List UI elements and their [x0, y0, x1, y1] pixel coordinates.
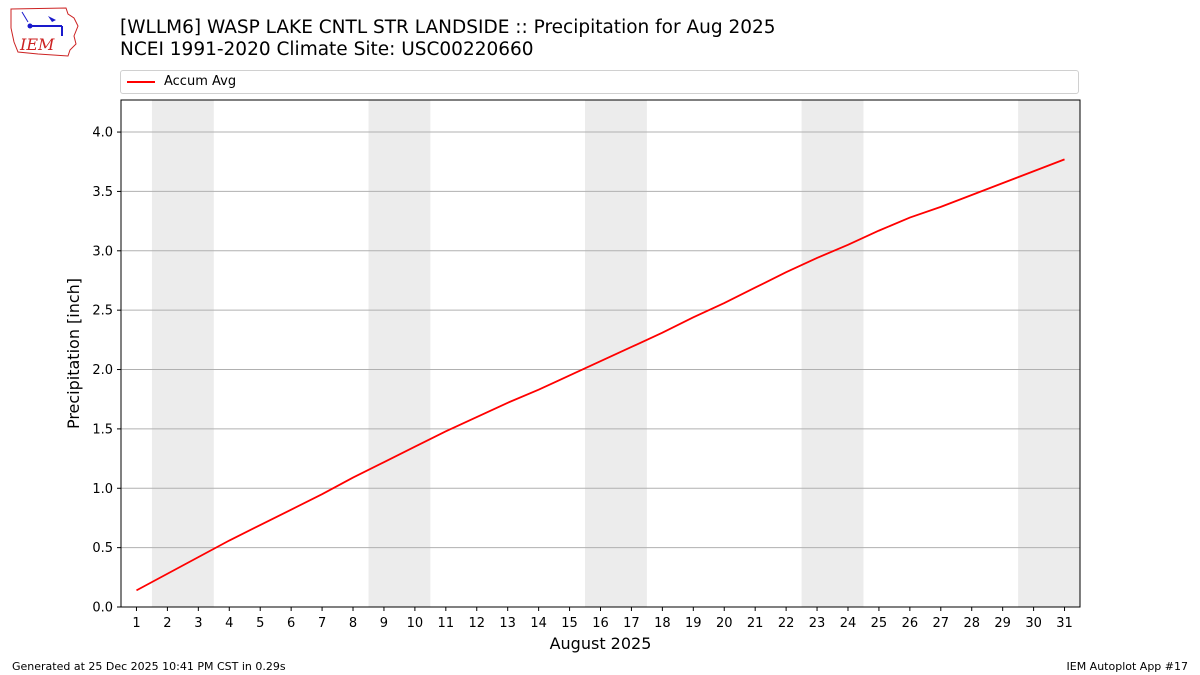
data-point-day-12 — [476, 416, 478, 418]
data-point-day-18 — [661, 332, 663, 334]
weekend-band-1 — [151, 100, 214, 607]
data-point-day-6 — [290, 509, 292, 511]
x-tick-label: 16 — [592, 616, 609, 631]
x-tick-label: 6 — [287, 616, 295, 631]
chart-legend: Accum Avg — [120, 70, 1079, 94]
x-tick-label: 25 — [871, 616, 888, 631]
data-point-day-7 — [321, 493, 323, 495]
weekend-band-2 — [368, 100, 431, 607]
x-tick-label: 8 — [349, 616, 357, 631]
series-line-accum-avg — [136, 158, 1065, 592]
data-point-day-16 — [600, 360, 602, 362]
data-point-day-11 — [445, 430, 447, 432]
x-tick-label: 11 — [438, 616, 455, 631]
data-point-day-30 — [1033, 170, 1035, 172]
weekend-band-4 — [801, 100, 864, 607]
x-tick-label: 22 — [778, 616, 795, 631]
data-point-day-31 — [1064, 158, 1066, 160]
data-point-day-23 — [816, 257, 818, 259]
legend-label: Accum Avg — [164, 74, 237, 89]
x-tick-label: 2 — [163, 616, 171, 631]
y-tick-label: 1.5 — [92, 422, 113, 437]
data-point-day-2 — [166, 573, 168, 575]
logo-text: IEM — [19, 35, 55, 54]
page-title: [WLLM6] WASP LAKE CNTL STR LANDSIDE :: P… — [120, 17, 776, 38]
y-tick-label: 3.0 — [92, 244, 113, 259]
data-point-day-8 — [352, 477, 354, 479]
x-tick-label: 26 — [902, 616, 919, 631]
x-tick-label: 13 — [499, 616, 516, 631]
x-axis-label: August 2025 — [550, 634, 652, 653]
x-tick-label: 15 — [561, 616, 578, 631]
data-point-day-3 — [197, 556, 199, 558]
y-tick-label: 1.0 — [92, 482, 113, 497]
data-point-day-20 — [723, 302, 725, 304]
data-point-day-9 — [383, 461, 385, 463]
data-point-day-21 — [754, 287, 756, 289]
weekend-band-5 — [1018, 100, 1080, 607]
x-tick-label: 17 — [623, 616, 640, 631]
x-tick-label: 12 — [468, 616, 485, 631]
data-point-day-22 — [785, 271, 787, 273]
x-tick-label: 14 — [530, 616, 547, 631]
y-tick-label: 0.0 — [92, 601, 113, 616]
y-tick-label: 2.5 — [92, 304, 113, 319]
x-tick-label: 19 — [685, 616, 702, 631]
data-point-day-25 — [878, 230, 880, 232]
x-tick-label: 29 — [994, 616, 1011, 631]
data-point-day-19 — [692, 316, 694, 318]
x-tick-label: 3 — [194, 616, 202, 631]
data-point-day-17 — [630, 346, 632, 348]
data-point-day-28 — [971, 194, 973, 196]
data-point-day-29 — [1002, 182, 1004, 184]
data-point-day-10 — [414, 446, 416, 448]
legend-line-swatch — [127, 81, 155, 83]
y-tick-label: 2.0 — [92, 363, 113, 378]
data-point-day-13 — [507, 402, 509, 404]
page-subtitle: NCEI 1991-2020 Climate Site: USC00220660 — [120, 39, 534, 60]
x-tick-label: 9 — [380, 616, 388, 631]
footer-generated: Generated at 25 Dec 2025 10:41 PM CST in… — [12, 660, 286, 673]
x-tick-label: 7 — [318, 616, 326, 631]
y-tick-label: 0.5 — [92, 541, 113, 556]
y-tick-label: 3.5 — [92, 185, 113, 200]
data-point-day-27 — [940, 206, 942, 208]
y-axis-label: Precipitation [inch] — [64, 278, 83, 429]
x-tick-label: 20 — [716, 616, 733, 631]
y-tick-label: 4.0 — [92, 126, 113, 141]
x-tick-label: 31 — [1056, 616, 1073, 631]
data-point-day-24 — [847, 244, 849, 246]
data-point-day-26 — [909, 217, 911, 219]
data-point-day-1 — [135, 589, 137, 591]
x-tick-label: 28 — [963, 616, 980, 631]
data-point-day-4 — [228, 540, 230, 542]
x-tick-label: 24 — [840, 616, 857, 631]
x-tick-label: 23 — [809, 616, 826, 631]
x-tick-label: 5 — [256, 616, 264, 631]
data-point-day-15 — [569, 374, 571, 376]
data-point-day-5 — [259, 524, 261, 526]
iem-logo: IEM — [10, 7, 79, 57]
x-tick-label: 27 — [933, 616, 950, 631]
x-tick-label: 21 — [747, 616, 764, 631]
x-tick-label: 18 — [654, 616, 671, 631]
x-tick-label: 4 — [225, 616, 233, 631]
data-point-day-14 — [538, 389, 540, 391]
x-tick-label: 10 — [407, 616, 424, 631]
x-tick-label: 30 — [1025, 616, 1042, 631]
x-tick-label: 1 — [132, 616, 140, 631]
footer-app: IEM Autoplot App #17 — [1066, 660, 1189, 673]
